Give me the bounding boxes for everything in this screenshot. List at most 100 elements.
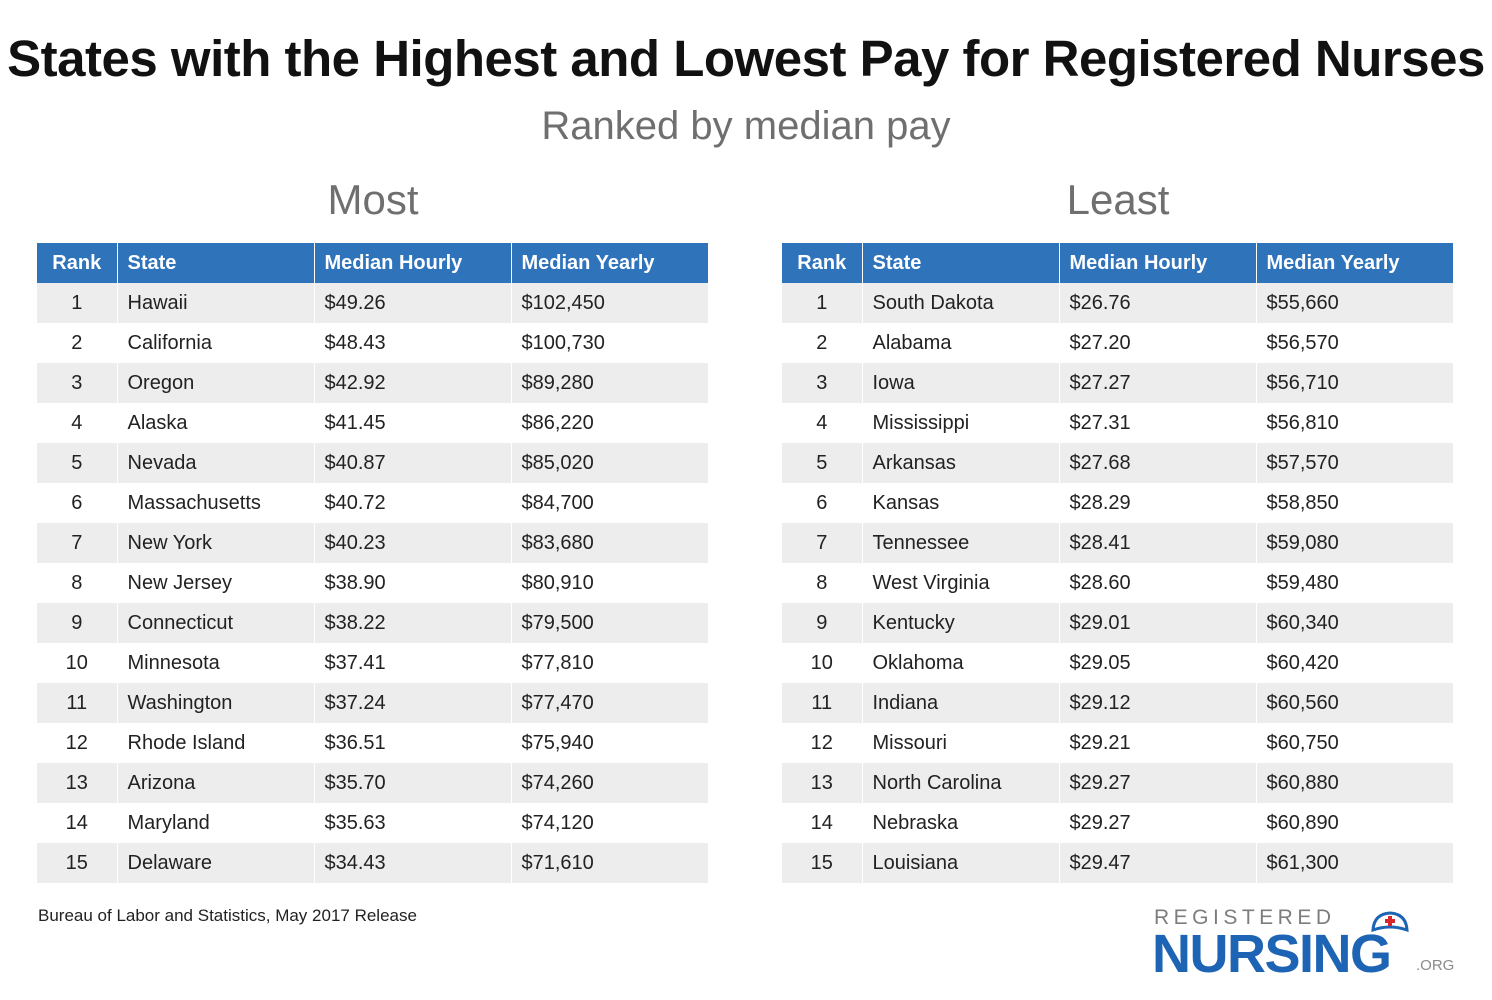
cell-yearly: $75,940	[510, 723, 708, 763]
cell-rank: 10	[782, 643, 862, 683]
cell-rank: 1	[782, 283, 862, 323]
cell-state: Oklahoma	[861, 643, 1059, 683]
cell-rank: 15	[782, 843, 862, 883]
cell-yearly: $102,450	[510, 283, 708, 323]
cell-state: Louisiana	[861, 843, 1059, 883]
nurse-cap-icon	[1371, 911, 1409, 933]
logo-main-text: NURSING	[1152, 924, 1392, 984]
table-row: 6 Massachusetts $40.72 $84,700	[37, 483, 708, 523]
cell-hourly: $29.21	[1058, 723, 1256, 763]
table-row: 3 Oregon $42.92 $89,280	[37, 363, 708, 403]
cell-state: Missouri	[861, 723, 1059, 763]
cell-hourly: $37.41	[313, 643, 511, 683]
cell-yearly: $71,610	[510, 843, 708, 883]
column-header-yearly: Median Yearly	[510, 243, 708, 283]
cell-yearly: $60,880	[1255, 763, 1453, 803]
cell-hourly: $36.51	[313, 723, 511, 763]
cell-rank: 10	[37, 643, 117, 683]
cell-rank: 8	[37, 563, 117, 603]
table-row: 13 North Carolina $29.27 $60,880	[782, 763, 1453, 803]
cell-hourly: $27.68	[1058, 443, 1256, 483]
cell-state: California	[116, 323, 314, 363]
cell-yearly: $60,890	[1255, 803, 1453, 843]
cell-state: Kansas	[861, 483, 1059, 523]
table-row: 11 Indiana $29.12 $60,560	[782, 683, 1453, 723]
cell-state: New Jersey	[116, 563, 314, 603]
cell-state: Oregon	[116, 363, 314, 403]
table-row: 4 Alaska $41.45 $86,220	[37, 403, 708, 443]
cell-rank: 9	[782, 603, 862, 643]
cell-state: New York	[116, 523, 314, 563]
column-header-yearly: Median Yearly	[1255, 243, 1453, 283]
table-row: 10 Oklahoma $29.05 $60,420	[782, 643, 1453, 683]
cell-rank: 1	[37, 283, 117, 323]
cell-hourly: $29.27	[1058, 803, 1256, 843]
cell-yearly: $74,260	[510, 763, 708, 803]
cell-hourly: $48.43	[313, 323, 511, 363]
cell-hourly: $27.20	[1058, 323, 1256, 363]
cell-rank: 15	[37, 843, 117, 883]
cell-hourly: $34.43	[313, 843, 511, 883]
table-row: 4 Mississippi $27.31 $56,810	[782, 403, 1453, 443]
cell-hourly: $27.31	[1058, 403, 1256, 443]
cell-hourly: $35.70	[313, 763, 511, 803]
cell-state: Nevada	[116, 443, 314, 483]
column-header-state: State	[861, 243, 1059, 283]
cell-hourly: $27.27	[1058, 363, 1256, 403]
page-title: States with the Highest and Lowest Pay f…	[7, 30, 1485, 87]
cell-rank: 4	[782, 403, 862, 443]
cell-rank: 11	[37, 683, 117, 723]
cell-hourly: $29.12	[1058, 683, 1256, 723]
cell-hourly: $40.23	[313, 523, 511, 563]
cell-rank: 14	[782, 803, 862, 843]
table-row: 2 California $48.43 $100,730	[37, 323, 708, 363]
cell-hourly: $26.76	[1058, 283, 1256, 323]
cell-hourly: $38.22	[313, 603, 511, 643]
source-note: Bureau of Labor and Statistics, May 2017…	[38, 906, 417, 925]
cell-hourly: $35.63	[313, 803, 511, 843]
cell-yearly: $85,020	[510, 443, 708, 483]
cell-rank: 7	[37, 523, 117, 563]
cell-rank: 13	[37, 763, 117, 803]
most-pay-table: Rank State Median Hourly Median Yearly 1…	[37, 243, 708, 883]
cell-yearly: $83,680	[510, 523, 708, 563]
cell-yearly: $60,340	[1255, 603, 1453, 643]
cell-state: Washington	[116, 683, 314, 723]
table-row: 9 Kentucky $29.01 $60,340	[782, 603, 1453, 643]
cell-hourly: $38.90	[313, 563, 511, 603]
cell-state: Alaska	[116, 403, 314, 443]
least-table-body: 1 South Dakota $26.76 $55,660 2 Alabama $27.20…	[782, 283, 1453, 883]
table-row: 15 Louisiana $29.47 $61,300	[782, 843, 1453, 883]
cell-rank: 11	[782, 683, 862, 723]
cell-rank: 6	[37, 483, 117, 523]
least-heading: Least	[1066, 176, 1170, 223]
cell-hourly: $40.87	[313, 443, 511, 483]
cell-state: Tennessee	[861, 523, 1059, 563]
cell-hourly: $28.60	[1058, 563, 1256, 603]
cell-state: Nebraska	[861, 803, 1059, 843]
cell-yearly: $58,850	[1255, 483, 1453, 523]
cell-rank: 3	[37, 363, 117, 403]
most-heading: Most	[327, 176, 419, 223]
cell-rank: 3	[782, 363, 862, 403]
table-header-row: Rank State Median Hourly Median Yearly	[37, 243, 708, 283]
cell-state: Arizona	[116, 763, 314, 803]
cell-yearly: $57,570	[1255, 443, 1453, 483]
table-row: 1 Hawaii $49.26 $102,450	[37, 283, 708, 323]
cell-rank: 7	[782, 523, 862, 563]
cell-rank: 9	[37, 603, 117, 643]
cell-rank: 2	[37, 323, 117, 363]
logo-top-text: REGISTERED	[1154, 906, 1336, 929]
table-row: 5 Arkansas $27.68 $57,570	[782, 443, 1453, 483]
cell-rank: 12	[782, 723, 862, 763]
cell-hourly: $40.72	[313, 483, 511, 523]
cell-state: South Dakota	[861, 283, 1059, 323]
cell-yearly: $77,810	[510, 643, 708, 683]
cell-hourly: $29.27	[1058, 763, 1256, 803]
cell-yearly: $60,420	[1255, 643, 1453, 683]
cell-state: Delaware	[116, 843, 314, 883]
cell-yearly: $56,810	[1255, 403, 1453, 443]
cell-yearly: $55,660	[1255, 283, 1453, 323]
cell-rank: 13	[782, 763, 862, 803]
cell-hourly: $29.01	[1058, 603, 1256, 643]
